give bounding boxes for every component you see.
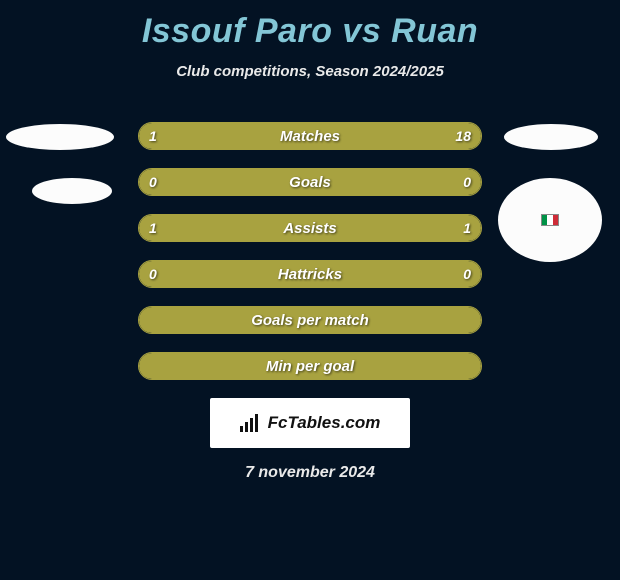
stat-bar: Min per goal: [138, 352, 482, 380]
page-title: Issouf Paro vs Ruan: [0, 0, 620, 51]
stat-bar: Goals per match: [138, 306, 482, 334]
stat-value-right: 1: [463, 215, 471, 241]
avatar-left-1: [6, 124, 114, 150]
stat-bar: Assists1 1: [138, 214, 482, 242]
stat-value-left: 1: [149, 215, 157, 241]
page-subtitle: Club competitions, Season 2024/2025: [0, 63, 620, 80]
stat-label: Hattricks: [139, 261, 481, 287]
stat-value-left: 1: [149, 123, 157, 149]
stat-label: Matches: [139, 123, 481, 149]
stat-value-right: 0: [463, 169, 471, 195]
stat-bar: Hattricks0 0: [138, 260, 482, 288]
brand-text: FcTables.com: [268, 413, 381, 433]
stat-label: Goals: [139, 169, 481, 195]
avatar-right-2: [498, 178, 602, 262]
stat-bar: Goals0 0: [138, 168, 482, 196]
date-label: 7 november 2024: [0, 464, 620, 482]
stat-label: Assists: [139, 215, 481, 241]
bar-chart-icon: [240, 414, 262, 432]
stat-value-left: 0: [149, 261, 157, 287]
stat-value-left: 0: [149, 169, 157, 195]
stat-value-right: 18: [455, 123, 471, 149]
avatar-left-2: [32, 178, 112, 204]
brand-badge: FcTables.com: [210, 398, 410, 448]
flag-icon: [541, 214, 559, 226]
avatar-right-1: [504, 124, 598, 150]
stat-label: Goals per match: [139, 307, 481, 333]
stat-bar: Matches1 18: [138, 122, 482, 150]
stat-value-right: 0: [463, 261, 471, 287]
stat-label: Min per goal: [139, 353, 481, 379]
stats-bars: Matches118Goals00Assists11Hattricks00Goa…: [138, 122, 482, 380]
